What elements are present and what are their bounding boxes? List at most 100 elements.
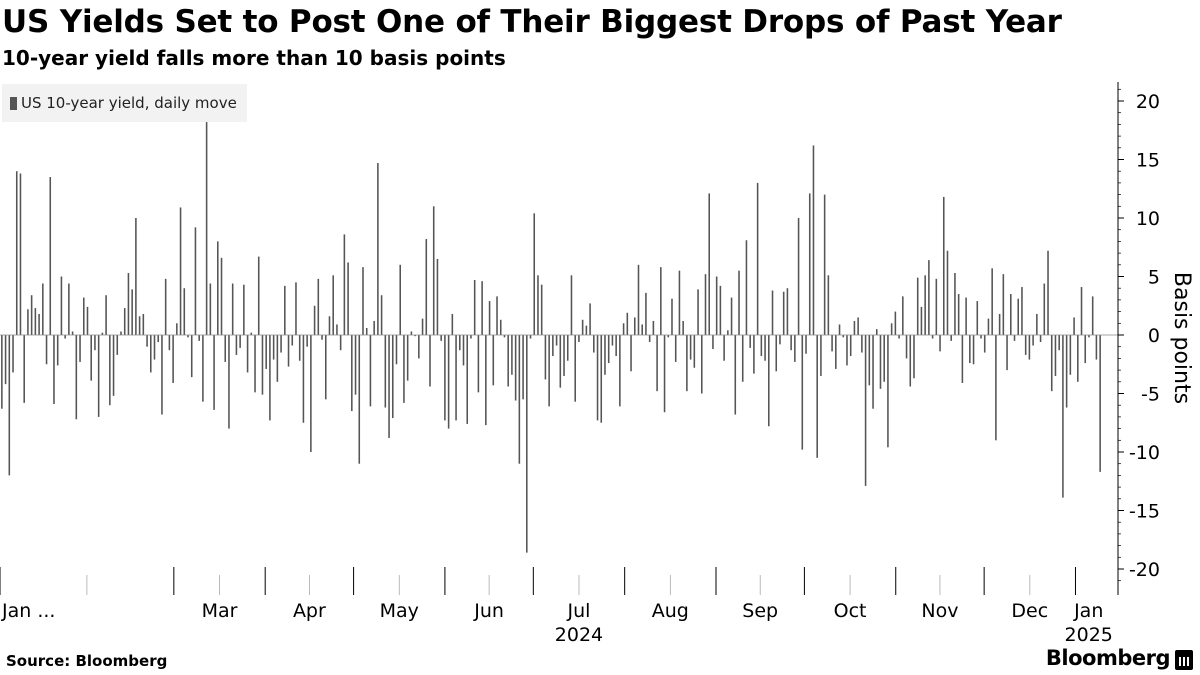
bar <box>1002 274 1005 335</box>
bar <box>146 335 148 347</box>
bar <box>555 335 558 346</box>
bar <box>68 283 70 335</box>
bar <box>805 335 807 354</box>
bar <box>302 335 305 423</box>
bar <box>1080 287 1083 335</box>
bar <box>94 335 96 351</box>
bar <box>768 335 770 427</box>
bar <box>1 335 3 409</box>
bar <box>261 335 264 395</box>
bar <box>306 335 308 347</box>
bar <box>328 316 331 335</box>
bar <box>418 335 420 359</box>
bar <box>257 256 260 335</box>
bar <box>823 194 826 335</box>
bar <box>924 275 926 335</box>
bar <box>812 145 815 335</box>
x-tick-label: Oct <box>834 600 867 622</box>
bar <box>451 313 454 335</box>
bar <box>1032 335 1034 346</box>
x-tick-label: Mar <box>202 600 238 622</box>
bar <box>388 335 390 438</box>
bar <box>1028 335 1031 360</box>
bar <box>220 257 223 335</box>
x-tick-label: Nov <box>921 600 958 622</box>
y-tick-label: -10 <box>1129 442 1160 464</box>
bar <box>723 335 725 361</box>
bar <box>291 335 294 346</box>
bar <box>459 335 461 351</box>
bar <box>1013 335 1016 341</box>
bar <box>38 313 40 335</box>
bar <box>27 309 29 335</box>
bar <box>693 335 696 368</box>
bar <box>667 335 670 338</box>
bar <box>447 335 450 429</box>
bar <box>611 335 614 346</box>
bar <box>682 320 684 335</box>
bar <box>60 276 63 335</box>
bar <box>473 280 476 335</box>
bar <box>771 290 774 335</box>
bar <box>935 278 938 335</box>
bar <box>317 278 320 335</box>
bar <box>674 335 677 362</box>
x-year-label: 2024 <box>555 624 603 646</box>
bar <box>887 335 889 448</box>
bar <box>362 267 364 335</box>
bar <box>741 335 744 382</box>
bar <box>861 335 863 353</box>
bar <box>637 264 640 335</box>
bar <box>336 324 338 335</box>
bar <box>12 335 14 373</box>
bar <box>395 335 398 365</box>
bar <box>410 331 413 335</box>
bar <box>421 318 424 335</box>
bar <box>1095 335 1098 360</box>
bar <box>998 313 1001 335</box>
bar <box>660 267 662 335</box>
x-tick-label: Jan ... <box>1 600 55 622</box>
bar <box>857 317 859 335</box>
bar <box>749 335 751 348</box>
bar <box>756 182 759 335</box>
bar <box>704 274 707 335</box>
bar <box>324 335 327 400</box>
bar <box>339 335 342 351</box>
legend-swatch <box>10 96 17 110</box>
x-tick-label: Jan <box>1073 600 1103 622</box>
bar <box>1043 283 1046 335</box>
bar <box>1073 317 1075 335</box>
bar <box>310 335 312 452</box>
bar <box>540 284 543 335</box>
bar <box>950 335 952 341</box>
bar <box>909 335 912 387</box>
bar <box>127 272 130 335</box>
bar <box>414 335 416 337</box>
bar <box>295 282 297 335</box>
bar <box>708 193 710 335</box>
bar <box>816 335 818 458</box>
bar <box>1047 250 1049 335</box>
bar <box>1084 335 1087 364</box>
bar <box>727 330 729 335</box>
bar <box>343 234 346 335</box>
bar <box>436 258 439 335</box>
bar <box>131 289 133 335</box>
bar <box>369 335 372 407</box>
bar <box>205 122 208 335</box>
bar <box>961 335 964 383</box>
legend-label: US 10-year yield, daily move <box>21 94 237 112</box>
bar <box>157 335 159 343</box>
page-subtitle: 10-year yield falls more than 10 basis p… <box>2 46 506 70</box>
x-tick-label: Sep <box>742 600 778 622</box>
bar <box>462 335 465 366</box>
bar <box>1006 335 1008 371</box>
bar <box>432 206 435 335</box>
bar <box>477 335 480 393</box>
bar <box>838 324 841 335</box>
bar <box>537 275 539 335</box>
bar <box>786 288 789 335</box>
bar <box>626 312 629 335</box>
